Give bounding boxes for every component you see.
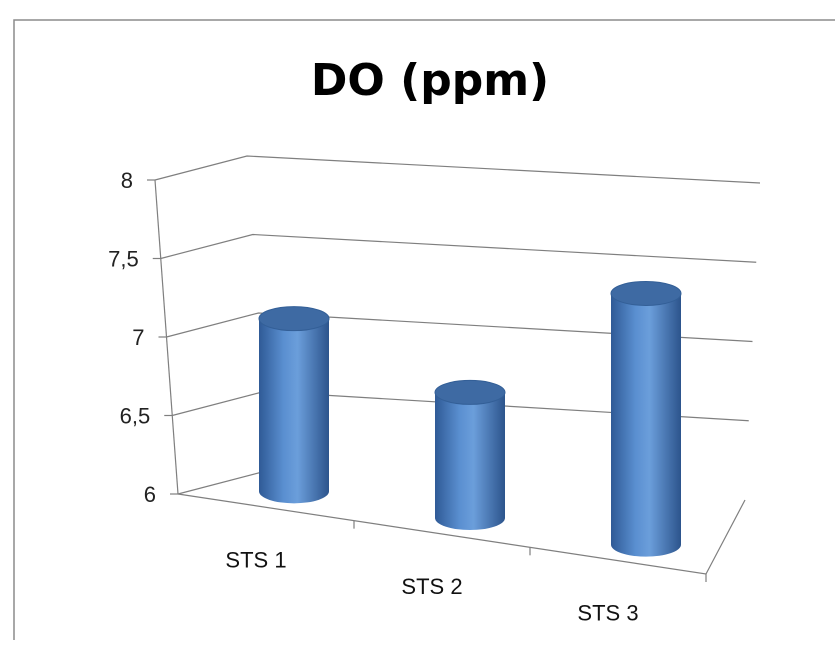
frame-border (13, 19, 835, 640)
bar-body (435, 392, 505, 530)
bar-sts-3 (610, 280, 682, 557)
y-tick-label: 6 (144, 482, 156, 507)
chart-title: DO (ppm) (311, 55, 549, 106)
y-axis-line (154, 179, 179, 495)
axes (147, 179, 746, 582)
y-tick-label: 7,5 (108, 247, 139, 272)
y-tick-label: 8 (121, 168, 133, 193)
bar-top (434, 379, 506, 405)
gridlines (154, 155, 761, 422)
bar-sts-1 (258, 306, 330, 504)
bar-top (258, 306, 330, 332)
y-tick-label: 6,5 (120, 404, 151, 429)
bar-top (610, 280, 682, 306)
bar-sts-2 (434, 379, 506, 530)
y-tick-label: 7 (132, 325, 144, 350)
x-category-label: STS 1 (225, 547, 286, 572)
x-category-labels: STS 1 STS 2 STS 3 (225, 547, 638, 625)
bars (258, 280, 682, 557)
bar-body (611, 293, 681, 557)
x-category-label: STS 2 (401, 574, 462, 599)
y-tick-labels: 6 6,5 7 7,5 8 (108, 168, 156, 507)
gridline (154, 155, 761, 184)
x-category-label: STS 3 (577, 601, 638, 626)
bar-body (259, 318, 329, 504)
gridline (160, 233, 757, 263)
floor-left-edge (177, 469, 271, 495)
gridline (166, 312, 753, 343)
